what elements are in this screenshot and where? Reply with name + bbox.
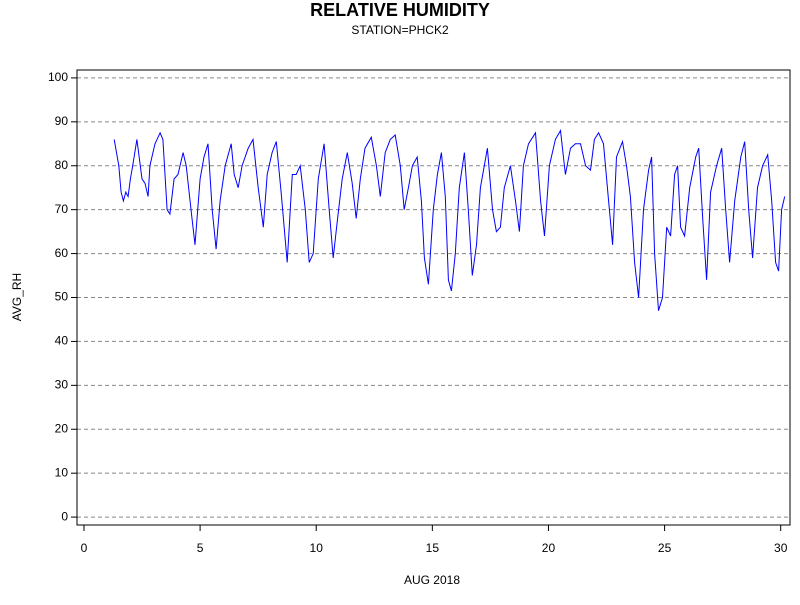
- y-tick-label: 10: [55, 465, 69, 479]
- y-tick-label: 60: [55, 246, 69, 260]
- x-tick-label: 20: [542, 541, 556, 555]
- y-tick-label: 20: [55, 421, 69, 435]
- y-tick-label: 90: [55, 114, 69, 128]
- x-tick-label: 25: [658, 541, 672, 555]
- y-tick-label: 40: [55, 334, 69, 348]
- chart-title: RELATIVE HUMIDITY: [310, 0, 490, 20]
- x-tick-label: 30: [774, 541, 788, 555]
- x-tick-label: 10: [310, 541, 324, 555]
- y-tick-label: 30: [55, 378, 69, 392]
- data-line: [113, 129, 786, 311]
- x-tick-label: 0: [81, 541, 88, 555]
- y-tick-label: 100: [48, 70, 68, 84]
- plot-frame: [76, 69, 791, 526]
- chart-subtitle: STATION=PHCK2: [351, 23, 449, 37]
- x-tick-label: 5: [197, 541, 204, 555]
- y-tick-label: 70: [55, 202, 69, 216]
- x-tick-label: 15: [426, 541, 440, 555]
- y-tick-label: 80: [55, 158, 69, 172]
- y-tick-label: 0: [61, 509, 68, 523]
- y-tick-label: 50: [55, 290, 69, 304]
- y-axis-label: AVG_RH: [10, 273, 24, 321]
- x-axis-label: AUG 2018: [404, 573, 460, 587]
